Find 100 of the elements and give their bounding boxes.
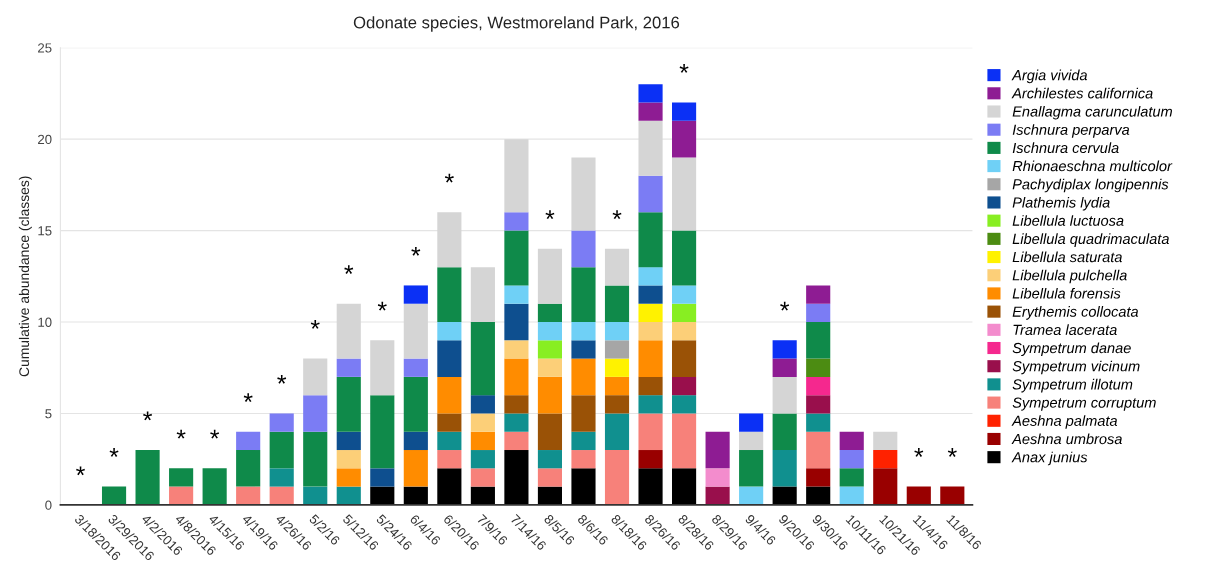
bar [470,395,495,414]
bar [470,322,495,396]
bar [370,395,395,469]
legend-label: Libellula luctuosa [1012,215,1124,226]
chart-title: Odonate species, Westmoreland Park, 2016 [353,16,680,32]
annotation: * [444,173,454,183]
annotation: * [377,301,387,311]
annotation: * [210,429,220,439]
bar [336,303,361,359]
bar [672,395,697,414]
bar [169,486,194,505]
bar [403,376,428,432]
bar [672,230,697,286]
annotation: * [176,429,186,439]
bar [504,212,529,231]
bar [269,468,294,487]
bar [571,450,596,469]
bar [571,322,596,341]
bar [604,395,630,414]
annotation: * [76,466,85,476]
legend-label: Archilestes californica [1011,87,1153,99]
bar [537,376,563,414]
bar [739,413,764,432]
bar [303,486,328,505]
bar [370,486,395,505]
bar [269,431,294,469]
bar [571,431,596,451]
bar [806,358,831,377]
bar [504,230,529,286]
bar [470,267,495,323]
bar [638,450,663,469]
bar [537,450,563,469]
bar [604,358,630,377]
bar [772,486,797,505]
bar [638,84,663,103]
legend-label: Sympetrum danae [1012,342,1131,357]
bar [940,486,965,505]
bar [303,431,328,487]
bar [638,376,663,396]
bar [470,431,495,451]
legend-label: Ischnura perparva [1012,124,1130,138]
bar [537,413,563,451]
bar [672,120,697,158]
bar [772,450,797,487]
bar [638,303,663,323]
legend-label: Pachydiplax longipennis [1012,178,1169,193]
bar [336,358,361,377]
legend-label: Anax junius [1011,451,1088,466]
bar [604,248,630,286]
bar [806,413,831,432]
bar [672,340,697,377]
bar [236,431,261,451]
y-axis-title: Cumulative abundance (classes) [18,176,32,377]
bar [403,486,428,505]
annotation: * [947,448,957,457]
bar [537,322,563,341]
bar [839,450,864,469]
bar [638,340,663,377]
bar [672,468,697,505]
bar [504,340,529,359]
bar [470,413,495,432]
bar [403,450,428,487]
bar [772,413,797,451]
bar [672,285,697,304]
bar [638,175,663,213]
bar [336,376,361,432]
bar [504,139,529,213]
bar [672,102,697,121]
bar [236,486,261,505]
bar [604,322,630,341]
legend-label: Libellula pulchella [1012,269,1127,284]
bar [504,431,529,451]
bar [806,303,831,323]
legend-label: Sympetrum illotum [1012,378,1133,393]
bar [504,358,529,396]
bar [604,376,630,396]
bar [672,303,697,323]
legend-label: Enallagma carunculatum [1012,105,1173,120]
annotation: * [914,448,924,457]
annotation: * [780,301,790,311]
bar [672,322,697,341]
y-tick-label: 10 [38,317,52,327]
y-tick-label: 25 [38,43,52,53]
bar [638,322,663,341]
legend-label: Tramea lacerata [1013,324,1117,335]
bar [504,303,529,341]
bar [470,486,495,505]
bar [705,486,730,505]
bar [437,376,462,414]
bar [672,413,697,469]
y-tick-label: 5 [45,409,52,419]
bar [336,486,361,505]
bar [537,358,563,377]
bar [772,376,797,414]
annotation: * [344,265,354,274]
bar [571,157,596,231]
bar [571,358,596,396]
bar [537,486,563,505]
bar [638,120,663,176]
bar [303,358,328,396]
